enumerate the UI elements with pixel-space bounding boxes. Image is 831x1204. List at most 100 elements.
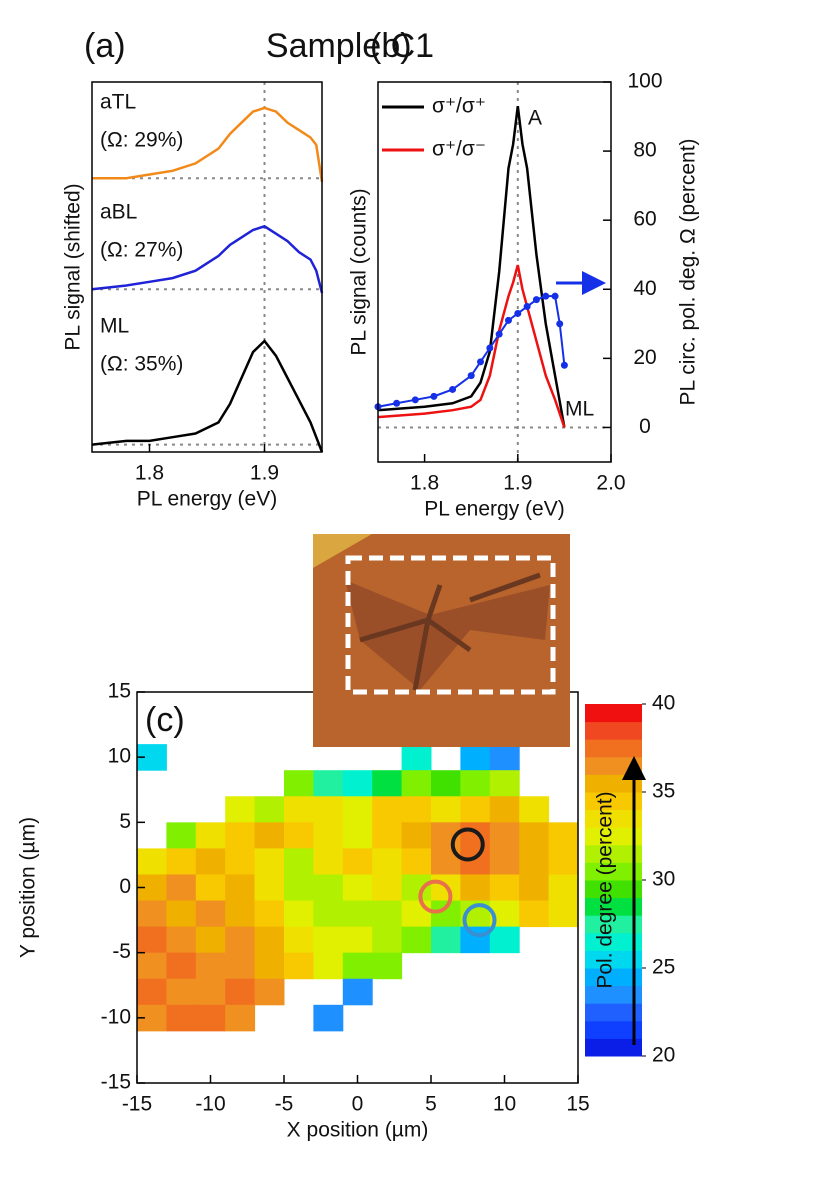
series-label: aBL xyxy=(100,201,137,224)
y-tick-label: -5 xyxy=(112,940,131,963)
photo-corner xyxy=(313,534,372,568)
y2-tick-label: 0 xyxy=(639,415,651,438)
x-tick-label: 1.8 xyxy=(135,462,164,485)
colorbar-step xyxy=(585,739,642,758)
heatmap-cell xyxy=(225,874,256,902)
heatmap-cell xyxy=(195,848,226,875)
plot-frame xyxy=(91,81,323,453)
heatmap-cell xyxy=(342,796,373,823)
colorbar-step xyxy=(585,721,642,740)
data-point xyxy=(532,296,540,304)
heatmap-cell xyxy=(372,926,403,954)
x-tick-label: 15 xyxy=(566,1093,589,1116)
heatmap-cell xyxy=(460,796,491,823)
x-tick-label: -15 xyxy=(122,1093,152,1116)
y2-tick-label: 20 xyxy=(633,346,656,369)
heatmap-cell xyxy=(489,926,520,954)
series-label: aTL xyxy=(100,91,136,114)
legend-label: σ⁺/σ⁻ xyxy=(432,138,486,161)
colorbar-step xyxy=(585,985,642,1004)
heatmap-cell xyxy=(254,978,285,1006)
heatmap-cell xyxy=(401,744,432,771)
heatmap-cell xyxy=(342,926,373,954)
location-marker xyxy=(462,903,497,938)
heatmap-cell xyxy=(137,848,167,875)
heatmap-cell xyxy=(460,822,491,849)
heatmap-cell xyxy=(313,848,344,875)
colorbar-step xyxy=(585,968,642,987)
colorbar-step xyxy=(585,950,642,969)
heatmap-cell xyxy=(284,900,314,928)
heatmap-cell xyxy=(225,822,256,849)
colorbar-step xyxy=(585,880,642,899)
heatmap-cell xyxy=(460,744,491,771)
data-point xyxy=(449,385,457,393)
heatmap-cell xyxy=(342,900,373,928)
heatmap-cell xyxy=(195,1004,226,1032)
data-point xyxy=(486,344,494,352)
y2-tick-label: 40 xyxy=(633,277,656,300)
heatmap-cell xyxy=(489,796,520,823)
heatmap-cell xyxy=(284,796,314,823)
heatmap-cell xyxy=(195,952,226,980)
heatmap-cell xyxy=(372,952,403,980)
series-note: (Ω: 35%) xyxy=(100,353,183,376)
heatmap-cell xyxy=(284,770,314,797)
heatmap-cell xyxy=(254,926,285,954)
colorbar-step xyxy=(585,1038,642,1057)
heatmap-cell xyxy=(137,900,167,928)
heatmap-cell xyxy=(401,848,432,875)
heatmap-cell xyxy=(254,952,285,980)
heatmap-cell xyxy=(284,952,314,980)
heatmap-cell xyxy=(489,744,520,771)
panel-label: (a) xyxy=(84,27,126,65)
heatmap-cell xyxy=(460,848,491,875)
data-point xyxy=(504,316,512,324)
data-point xyxy=(514,309,522,317)
heatmap-cell xyxy=(313,822,344,849)
heatmap-cell xyxy=(254,822,285,849)
heatmap-cell xyxy=(313,770,344,797)
series-note: (Ω: 29%) xyxy=(100,129,183,152)
colorbar-step xyxy=(585,1003,642,1022)
heatmap-cell xyxy=(195,926,226,954)
colorbar-step xyxy=(585,809,642,828)
heatmap-cell xyxy=(372,796,403,823)
heatmap-cell xyxy=(548,822,579,849)
x-tick-label: 1.9 xyxy=(250,462,279,485)
annotation: A xyxy=(528,107,542,130)
series-label: ML xyxy=(100,315,129,338)
heatmap-cell xyxy=(372,874,403,902)
heatmap-cell xyxy=(195,900,226,928)
axis-title: Pol. degree (percent) xyxy=(594,791,617,988)
heatmap-cell xyxy=(519,900,550,928)
colorbar-tick-label: 40 xyxy=(652,692,675,715)
heatmap-cell xyxy=(489,770,520,797)
heatmap-cell xyxy=(313,926,344,954)
y2-tick-label: 60 xyxy=(633,208,656,231)
heatmap-cell xyxy=(166,978,197,1006)
heatmap-cell xyxy=(342,848,373,875)
heatmap-cell xyxy=(372,822,403,849)
heatmap-cell xyxy=(225,926,256,954)
photo-flake-line xyxy=(359,572,541,691)
data-point xyxy=(560,361,568,369)
heatmap-cell xyxy=(548,900,579,928)
heatmap-cell xyxy=(166,848,197,875)
heatmap-cell xyxy=(137,978,167,1006)
y-tick-label: -10 xyxy=(101,1005,131,1028)
colorbar-step xyxy=(585,897,642,916)
colorbar-step xyxy=(585,915,642,934)
data-point xyxy=(551,292,559,300)
heatmap-cell xyxy=(254,848,285,875)
heatmap-cell xyxy=(137,952,167,980)
data-point xyxy=(556,320,564,328)
heatmap-cell xyxy=(519,822,550,849)
heatmap-cell xyxy=(225,952,256,980)
heatmap-cell xyxy=(254,796,285,823)
inset-photo xyxy=(313,534,570,747)
heatmap-cell xyxy=(313,952,344,980)
heatmap-cell xyxy=(489,874,520,902)
